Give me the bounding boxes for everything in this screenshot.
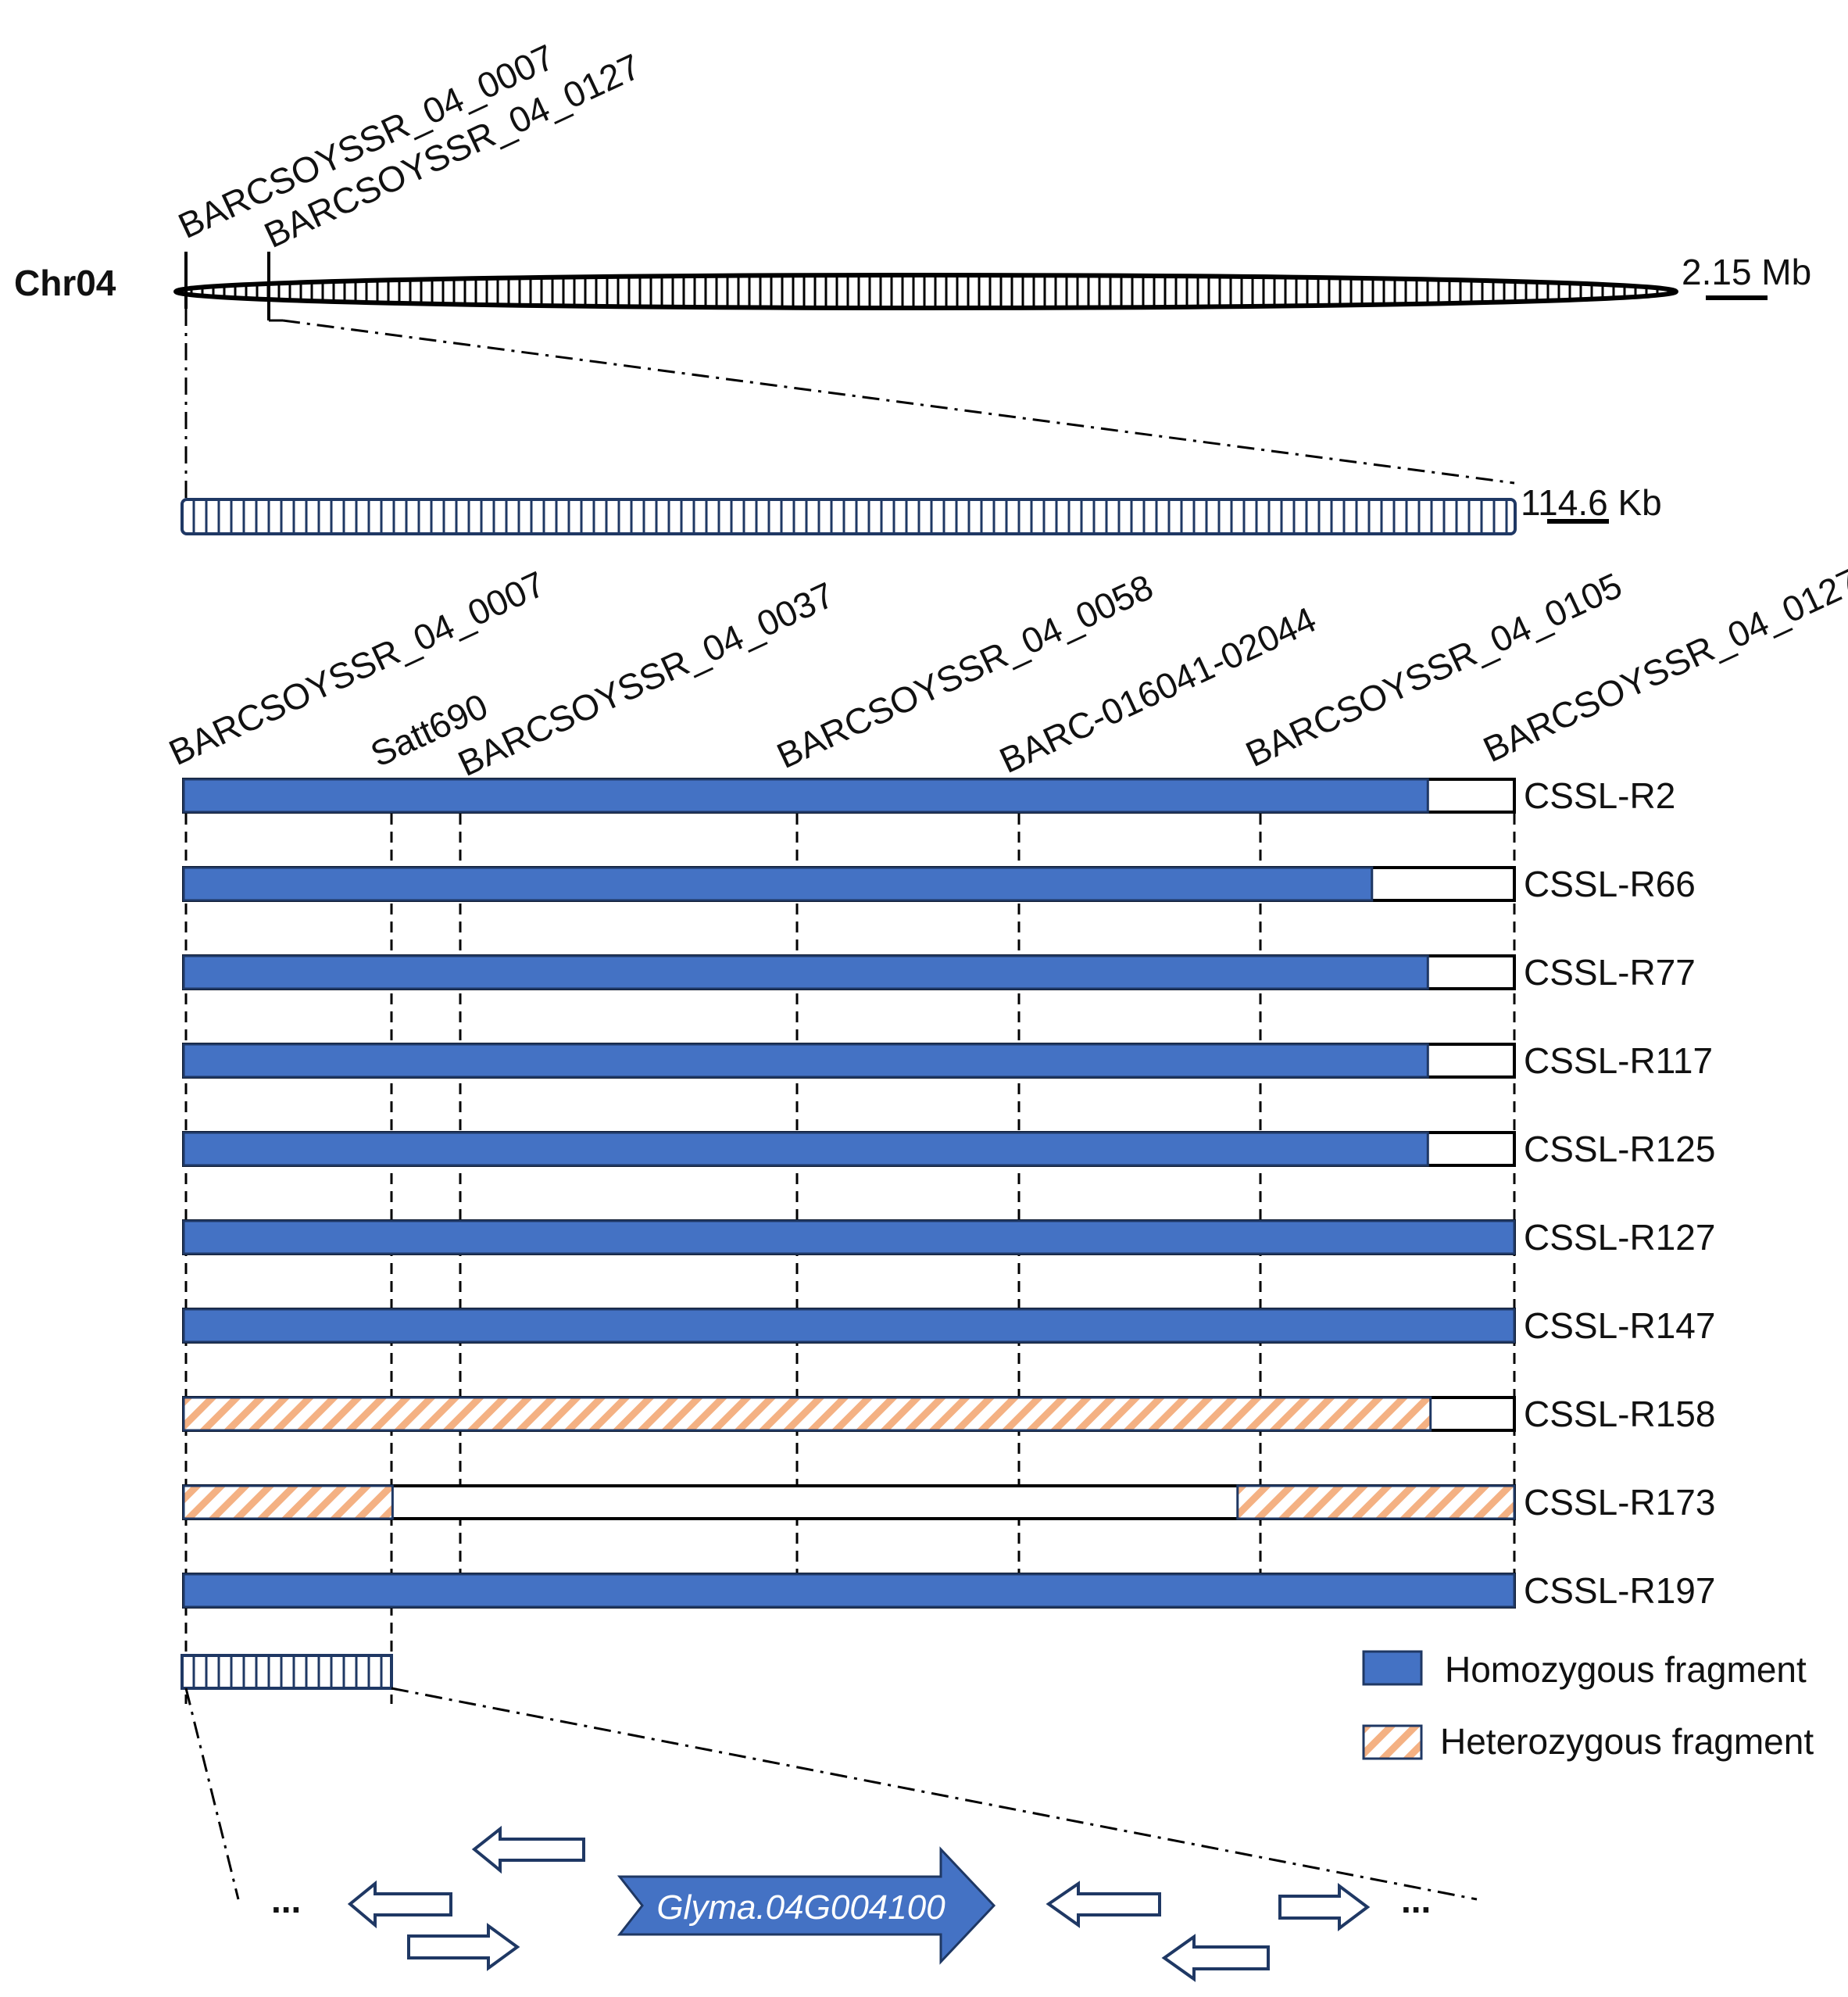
legend-heterozygous-swatch [1362, 1724, 1423, 1760]
zoom-region-bar [181, 498, 1517, 535]
legend-homozygous-swatch [1362, 1650, 1423, 1686]
cssl-line-label: CSSL-R77 [1524, 952, 1696, 993]
cssl-line-label: CSSL-R158 [1524, 1394, 1715, 1434]
region-scale-label: 114.6 Kb [1521, 482, 1662, 523]
cssl-line-label: CSSL-R127 [1524, 1217, 1715, 1258]
gene-arrow-left-2 [347, 1880, 452, 1929]
cssl-line-label: CSSL-R125 [1524, 1129, 1715, 1169]
marker-label-6: BARCSOYSSR_04_0105 [1239, 564, 1628, 775]
gene-arrow-left-3 [1046, 1881, 1161, 1928]
candidate-gene-arrow [617, 1846, 996, 1965]
legend-heterozygous-label: Heterozygous fragment [1440, 1721, 1814, 1762]
cssl-segment-homozygous [182, 1573, 1516, 1609]
gene-ellipsis-left: ... [271, 1880, 301, 1920]
gene-ellipsis-right: ... [1401, 1880, 1431, 1920]
legend-homozygous-label: Homozygous fragment [1445, 1649, 1807, 1690]
cssl-segment-homozygous [182, 954, 1429, 990]
cssl-line-label: CSSL-R117 [1524, 1040, 1713, 1081]
chromosome-label: Chr04 [14, 263, 116, 303]
cssl-line-label: CSSL-R2 [1524, 775, 1675, 816]
cssl-segment-heterozygous [182, 1484, 394, 1520]
cssl-segment-homozygous [182, 778, 1429, 814]
cssl-segment-homozygous [182, 1308, 1516, 1344]
cssl-segment-heterozygous [1236, 1484, 1516, 1520]
cssl-line-label: CSSL-R173 [1524, 1482, 1715, 1523]
cssl-lines: CSSL-R2 CSSL-R66 CSSL-R77 CSSL-R117 CSSL-R12… [182, 775, 1715, 1611]
cssl-segment-homozygous [182, 1219, 1516, 1255]
cssl-segment-heterozygous [182, 1396, 1432, 1432]
chrom-scale-label: 2.15 Mb [1682, 252, 1811, 292]
gene-zoom-line-right [391, 1687, 1478, 1901]
gene-arrow-right-2 [1278, 1883, 1371, 1931]
marker-label-7: BARCSOYSSR_04_0127 [1477, 560, 1848, 770]
cssl-line-label: CSSL-R147 [1524, 1305, 1715, 1346]
cssl-segment-homozygous [182, 866, 1374, 902]
zoom-line-right [282, 319, 1515, 485]
gene-zoom-line-left [184, 1687, 240, 1900]
gene-arrow-left-4 [1161, 1934, 1270, 1982]
candidate-interval-bar [181, 1654, 393, 1690]
chromosome-ideogram [173, 273, 1678, 310]
marker-guides [184, 778, 1516, 1704]
candidate-gene-label: Glyma.04G004100 [656, 1888, 945, 1927]
cssl-segment-homozygous [182, 1131, 1429, 1167]
gene-arrow-left-1 [471, 1825, 585, 1874]
cssl-line-label: CSSL-R66 [1524, 864, 1696, 904]
cssl-segment-homozygous [182, 1043, 1429, 1079]
cssl-line-label: CSSL-R197 [1524, 1570, 1715, 1611]
marker-labels: BARCSOYSSR_04_0007Satt690BARCSOYSSR_04_0… [163, 560, 1848, 784]
gene-arrow-right-1 [407, 1923, 520, 1971]
